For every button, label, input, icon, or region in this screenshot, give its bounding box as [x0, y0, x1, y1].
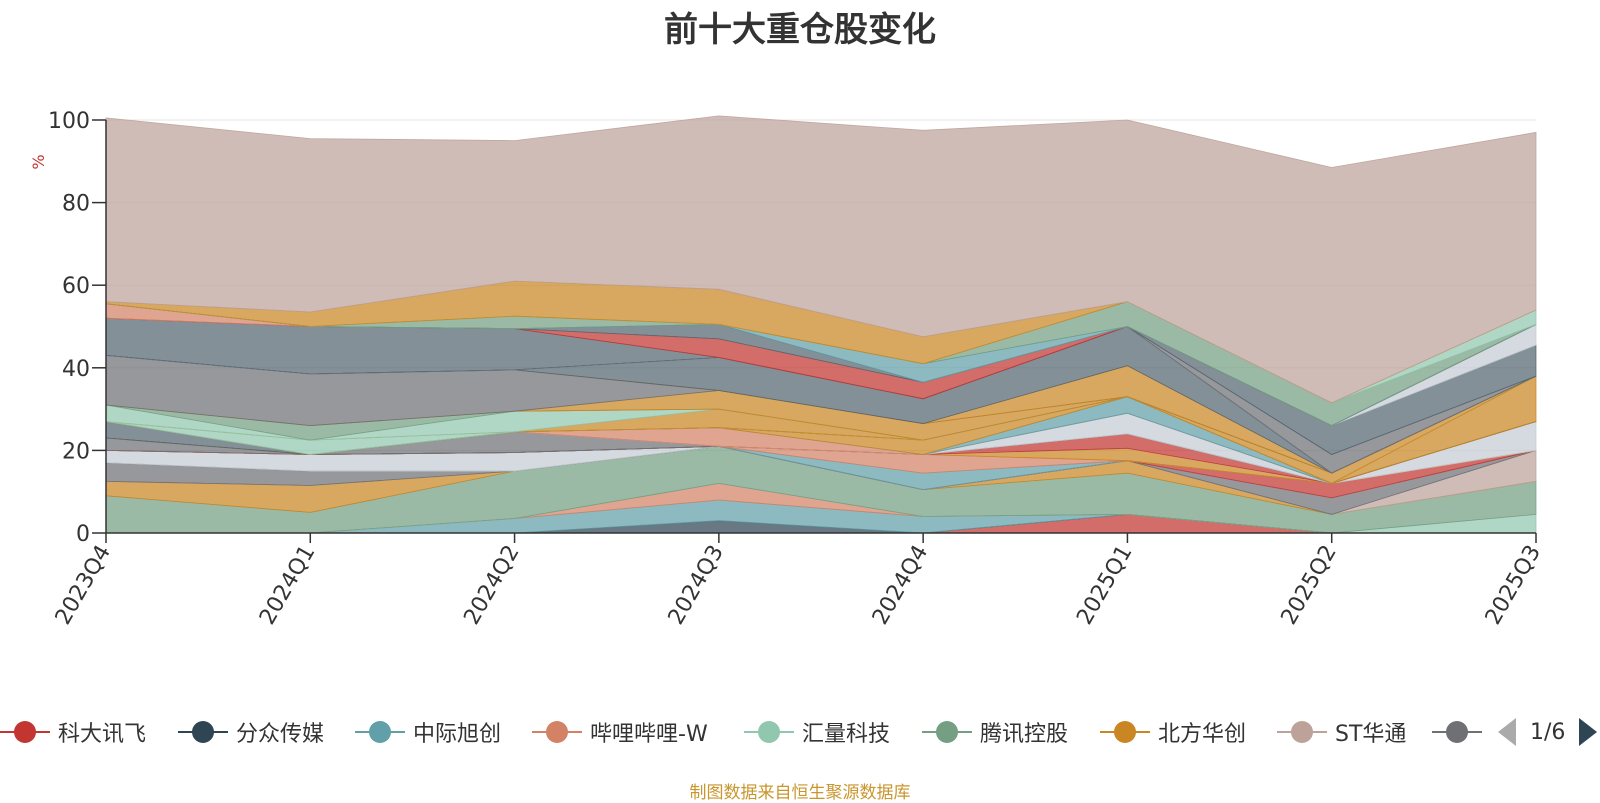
legend-next-page-icon[interactable] — [1579, 718, 1598, 746]
legend-label: 北方华创 — [1158, 722, 1247, 747]
x-tick-label: 2025Q1 — [1072, 541, 1137, 629]
legend-item[interactable]: 腾讯控股 — [922, 712, 1068, 752]
y-tick-label: 60 — [62, 274, 90, 299]
legend-prev-page-icon[interactable] — [1498, 718, 1516, 746]
legend-label: 科大讯飞 — [58, 722, 147, 747]
legend-marker-icon — [744, 712, 794, 752]
legend-item[interactable]: 哔哩哔哩-W — [532, 712, 708, 752]
legend-label: 分众传媒 — [236, 722, 325, 747]
x-tick-label: 2025Q2 — [1277, 541, 1342, 629]
area-series — [105, 115, 1537, 534]
x-tick-label: 2024Q1 — [255, 541, 320, 629]
legend-item[interactable] — [1432, 712, 1490, 752]
x-tick-label: 2024Q3 — [664, 541, 729, 629]
legend-marker-icon — [922, 712, 972, 752]
legend-item[interactable]: 汇量科技 — [744, 712, 890, 752]
y-tick-label: 20 — [62, 439, 90, 464]
legend: 科大讯飞 分众传媒 中际旭创 哔哩哔哩-W 汇量科技 腾讯控股 北方华创 ST华通 1/6 — [0, 712, 1600, 752]
x-tick-label: 2024Q4 — [868, 541, 933, 629]
y-tick-label: 80 — [62, 192, 90, 217]
legend-marker-icon — [178, 712, 228, 752]
legend-label: 中际旭创 — [413, 722, 502, 747]
x-tick-label: 2024Q2 — [459, 541, 524, 629]
x-tick-label: 2023Q4 — [51, 541, 116, 629]
y-axis-label: % — [29, 154, 48, 169]
y-axis-ticks: 0 20 40 60 80 100 — [48, 109, 106, 547]
legend-item[interactable]: ST华通 — [1277, 712, 1406, 752]
legend-marker-icon — [355, 712, 405, 752]
data-source-note: 制图数据来自恒生聚源数据库 — [689, 783, 911, 803]
legend-marker-icon — [532, 712, 582, 752]
legend-label: 哔哩哔哩-W — [590, 722, 708, 747]
legend-label: 腾讯控股 — [980, 722, 1069, 747]
legend-marker-icon — [1100, 712, 1150, 752]
legend-marker-icon — [1432, 712, 1482, 752]
y-tick-label: 40 — [62, 357, 90, 382]
legend-item[interactable]: 北方华创 — [1100, 712, 1246, 752]
legend-page-number: 1/6 — [1530, 719, 1566, 745]
legend-marker-icon — [0, 712, 50, 752]
axes — [105, 120, 1536, 534]
legend-label: 汇量科技 — [802, 722, 891, 747]
legend-item[interactable]: 分众传媒 — [178, 712, 324, 752]
legend-item[interactable]: 科大讯飞 — [0, 712, 146, 752]
legend-item[interactable]: 中际旭创 — [355, 712, 501, 752]
y-tick-label: 100 — [48, 109, 90, 134]
x-tick-label: 2025Q3 — [1481, 541, 1546, 629]
y-tick-label: 0 — [76, 522, 90, 547]
legend-label: ST华通 — [1335, 722, 1407, 747]
area-series-44 — [105, 115, 1537, 404]
chart-title: 前十大重仓股变化 — [664, 10, 936, 50]
x-axis-ticks: 2023Q4 2024Q1 2024Q2 2024Q3 2024Q4 2025Q1 2025… — [51, 533, 1546, 629]
legend-pager: 1/6 — [1498, 712, 1598, 752]
legend-marker-icon — [1277, 712, 1327, 752]
